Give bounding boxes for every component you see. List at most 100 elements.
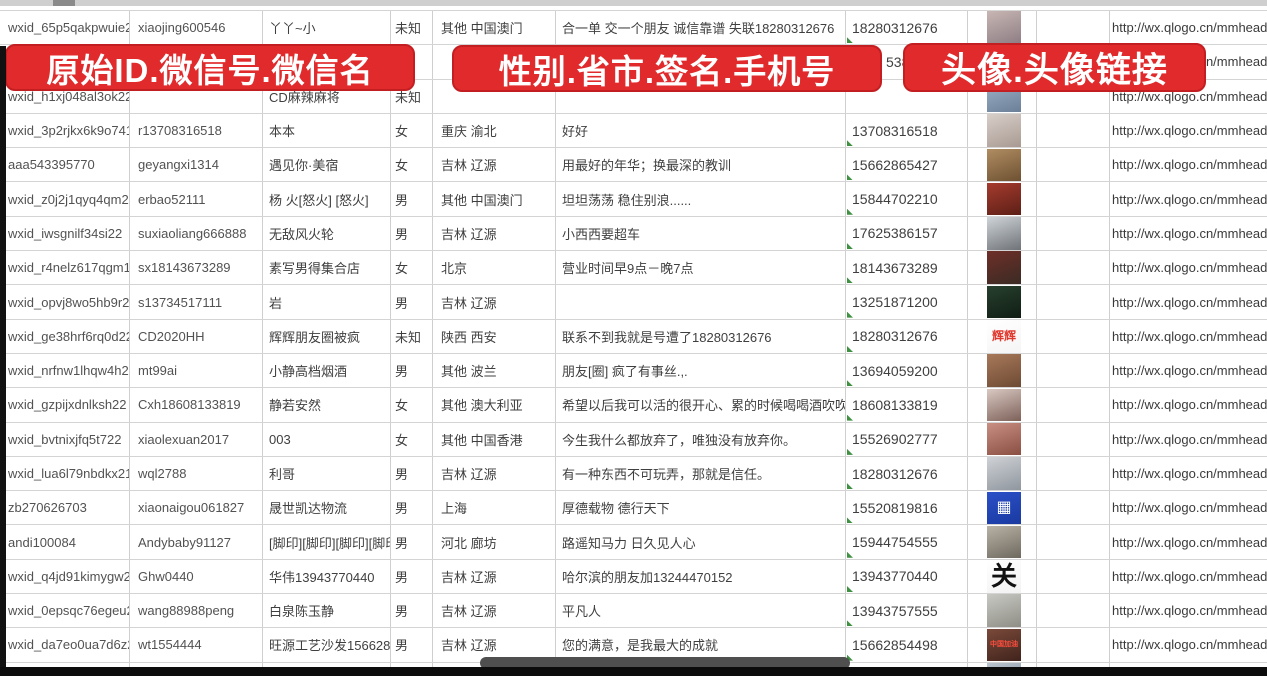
cell-avatar[interactable] [968,11,1037,45]
cell-avatar-link[interactable]: http://wx.qlogo.cn/mmhead [1112,294,1267,310]
cell-region[interactable]: 吉林 辽源 [433,559,556,594]
cell-signature[interactable]: 坦坦荡荡 稳住别浪...... [556,182,846,216]
cell-empty[interactable] [1037,353,1110,388]
cell-gender[interactable]: 未知 [391,79,433,113]
cell-signature[interactable]: 路遥知马力 日久见人心 [556,525,846,559]
cell-phone[interactable]: 13943757555 [846,594,968,628]
cell-gender[interactable]: 男 [391,353,433,388]
cell-region[interactable]: 吉林 辽源 [433,216,556,251]
cell-avatar-link[interactable]: http://wx.qlogo.cn/mmhead [1112,637,1267,653]
cell-wxid[interactable]: wxid_3p2rjkx6k9o741 [0,113,130,148]
cell-avatar-link[interactable]: http://wx.qlogo.cn/mmhead [1112,20,1267,36]
cell-signature[interactable]: 好好 [556,113,846,148]
cell-empty[interactable] [1037,11,1110,45]
cell-avatar[interactable] [968,353,1037,388]
cell-empty[interactable] [1037,628,1110,662]
cell-signature[interactable]: 小西西要超车 [556,216,846,251]
cell-empty[interactable] [1037,594,1110,628]
cell-avatar[interactable]: ▦ [968,491,1037,525]
cell-avatar[interactable] [968,422,1037,456]
cell-avatar-link[interactable]: http://wx.qlogo.cn/mmhead [1112,225,1267,241]
cell-empty[interactable] [1037,525,1110,559]
cell-avatar[interactable] [968,594,1037,628]
cell-wxid[interactable]: wxid_nrfnw1lhqw4h22 [0,353,130,388]
cell-gender[interactable]: 男 [391,216,433,251]
cell-wechat-number[interactable]: CD2020HH [130,319,263,353]
cell-region[interactable]: 吉林 辽源 [433,628,556,662]
cell-wechat-number[interactable]: s13734517111 [130,285,263,319]
cell-wechat-name[interactable]: [脚印][脚印][脚印][脚印] [263,525,391,559]
cell-wechat-name[interactable]: 小静高档烟酒 [263,353,391,388]
cell-phone[interactable]: 18143673289 [846,251,968,285]
cell-avatar[interactable] [968,113,1037,148]
cell-wxid[interactable]: aaa543395770 [0,148,130,182]
cell-empty[interactable] [1037,319,1110,353]
cell-avatar-link[interactable]: http://wx.qlogo.cn/mmhead [1112,534,1267,550]
cell-signature[interactable]: 希望以后我可以活的很开心、累的时候喝喝酒吹吹[ [556,388,846,422]
cell-gender[interactable] [391,45,433,79]
cell-signature[interactable]: 朋友[圈] 疯了有事丝.,. [556,353,846,388]
cell-wxid[interactable]: wxid_opvj8wo5hb9r22 [0,285,130,319]
cell-phone[interactable]: 18280312676 [846,456,968,491]
cell-empty[interactable] [1037,216,1110,251]
cell-avatar[interactable] [968,285,1037,319]
cell-phone[interactable]: 15520819816 [846,491,968,525]
cell-gender[interactable]: 男 [391,491,433,525]
cell-wechat-number[interactable]: sx18143673289 [130,251,263,285]
cell-phone[interactable]: 15944754555 [846,525,968,559]
cell-wxid[interactable]: wxid_ge38hrf6rq0d22 [0,319,130,353]
cell-avatar[interactable]: 辉辉 [968,319,1037,353]
cell-wechat-number[interactable]: geyangxi1314 [130,148,263,182]
cell-signature[interactable]: 用最好的年华；换最深的教训 [556,148,846,182]
cell-signature[interactable]: 今生我什么都放弃了，唯独没有放弃你。 [556,422,846,456]
cell-wechat-name[interactable]: 辉辉朋友圈被疯 [263,319,391,353]
cell-empty[interactable] [1037,113,1110,148]
cell-wxid[interactable]: wxid_h1xj048al3ok22 [0,79,130,113]
cell-region[interactable]: 上海 [433,491,556,525]
cell-signature[interactable]: 联系不到我就是号遭了18280312676 [556,319,846,353]
cell-wechat-name[interactable]: 华伟13943770440 [263,559,391,594]
cell-wechat-number[interactable]: suxiaoliang666888 [130,216,263,251]
cell-wxid[interactable]: zb270626703 [0,491,130,525]
cell-avatar[interactable] [968,148,1037,182]
cell-avatar-link[interactable]: http://wx.qlogo.cn/mmhead [1112,603,1267,619]
cell-avatar-link[interactable]: http://wx.qlogo.cn/mmhead [1112,431,1267,447]
cell-gender[interactable]: 男 [391,285,433,319]
cell-wxid[interactable]: wxid_q4jd91kimygw21 [0,559,130,594]
cell-region[interactable]: 吉林 辽源 [433,285,556,319]
cell-phone[interactable]: 15844702210 [846,182,968,216]
cell-wechat-number[interactable]: mt99ai [130,353,263,388]
cell-wechat-number[interactable]: Cxh18608133819 [130,388,263,422]
cell-wechat-number[interactable]: wt1554444 [130,628,263,662]
cell-region[interactable]: 吉林 辽源 [433,594,556,628]
cell-phone[interactable]: 15662865427 [846,148,968,182]
cell-avatar-link[interactable]: http://wx.qlogo.cn/mmhead [1112,260,1267,276]
cell-avatar-link[interactable]: http://wx.qlogo.cn/mmhead [1112,157,1267,173]
cell-region[interactable]: 吉林 辽源 [433,456,556,491]
cell-empty[interactable] [1037,148,1110,182]
cell-avatar-link[interactable]: http://wx.qlogo.cn/mmhead [1112,123,1267,139]
cell-region[interactable]: 其他 波兰 [433,353,556,388]
cell-gender[interactable]: 男 [391,182,433,216]
cell-empty[interactable] [1037,285,1110,319]
cell-avatar[interactable] [968,251,1037,285]
cell-wechat-number[interactable] [130,79,263,113]
cell-wxid[interactable]: wxid_iwsgnilf34si22 [0,216,130,251]
cell-wxid[interactable]: wxid_65p5qakpwuie22 [0,11,130,45]
cell-wechat-name[interactable]: 旺源工艺沙发15662854 [263,628,391,662]
cell-avatar[interactable] [968,388,1037,422]
cell-gender[interactable]: 男 [391,559,433,594]
cell-wxid[interactable]: wxid_lua6l79nbdkx21 [0,456,130,491]
cell-avatar-link[interactable]: http://wx.qlogo.cn/mmhead [1112,191,1267,207]
cell-gender[interactable]: 男 [391,525,433,559]
cell-phone[interactable]: 18608133819 [846,388,968,422]
cell-empty[interactable] [1037,491,1110,525]
cell-phone[interactable]: 15662854498 [846,628,968,662]
cell-wechat-number[interactable]: wql2788 [130,456,263,491]
cell-empty[interactable] [1037,182,1110,216]
cell-signature[interactable]: 您的满意，是我最大的成就 [556,628,846,662]
cell-avatar-link[interactable]: http://wx.qlogo.cn/mmhead [1112,363,1267,379]
cell-wechat-number[interactable]: xiaonaigou061827 [130,491,263,525]
cell-region[interactable]: 其他 澳大利亚 [433,388,556,422]
cell-wechat-name[interactable]: 利哥 [263,456,391,491]
